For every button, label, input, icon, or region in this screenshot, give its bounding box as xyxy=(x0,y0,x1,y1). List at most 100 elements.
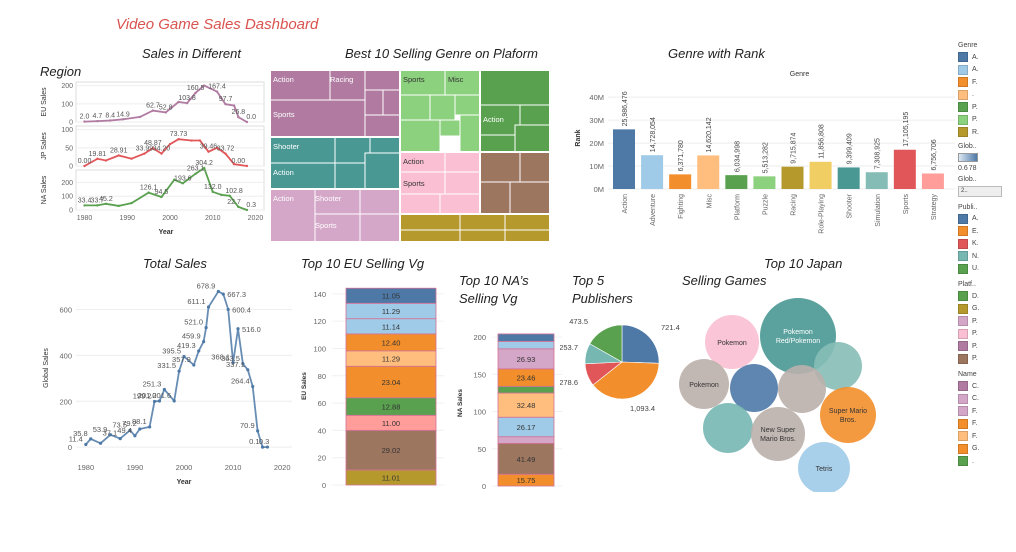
legend-item[interactable]: P. xyxy=(958,328,1016,341)
legend-item[interactable]: F. xyxy=(958,430,1016,443)
stacked-ytick-label: 40 xyxy=(318,426,326,435)
treemap-cell xyxy=(364,89,384,116)
bubble-label: Pokemon Red/Pokemon xyxy=(776,329,820,345)
eu-top10-stacked-bar[interactable]: 0 20 40 60 80 100 120 140 EU Sales 11.01 29.02 11.0… xyxy=(296,280,446,492)
legend-swatch xyxy=(958,226,968,237)
total-point xyxy=(221,292,225,296)
legend-swatch xyxy=(958,341,968,352)
legend-item-label: P. xyxy=(972,317,978,325)
legend-filter-select[interactable]: 2.. xyxy=(958,185,1002,197)
top-publishers-pie[interactable]: 721.4 1,093.4 278.6 253.7 473.5 xyxy=(560,310,684,416)
japan-top10-bubbles[interactable]: Pokemon Red/Pokemon Pokemon Pokemon Super Ma… xyxy=(674,292,884,492)
legend-item[interactable]: G. xyxy=(958,443,1016,456)
region-point xyxy=(202,166,206,170)
region-data-label: 52.8 xyxy=(159,104,173,111)
total-data-label: 11.4 xyxy=(69,435,83,444)
total-point xyxy=(108,433,112,437)
genre-rank-bar-chart[interactable]: Genre Rank 0M 10M 20M 30M 40M 25,986,476 Action 1… xyxy=(570,62,955,240)
treemap-cell xyxy=(509,181,550,215)
region-point xyxy=(138,115,142,119)
rank-bar xyxy=(669,174,692,189)
rank-value-label: 6,371,780 xyxy=(678,140,685,171)
legend-item[interactable]: R. xyxy=(958,126,1016,139)
region-data-label: 33.7 xyxy=(91,197,105,204)
legend-item[interactable]: E. xyxy=(958,225,1016,238)
rank-bar xyxy=(641,155,664,189)
legend-item-label: K. xyxy=(972,240,979,248)
treemap-cell xyxy=(359,188,401,215)
legend-item[interactable]: P. xyxy=(958,340,1016,353)
total-point xyxy=(256,429,260,433)
region-point xyxy=(220,193,223,197)
region-point xyxy=(160,195,163,199)
total-data-label: 459.9 xyxy=(182,332,201,341)
legend-item[interactable]: . xyxy=(958,89,1016,102)
rank-category-label: Puzzle xyxy=(762,194,769,215)
treemap-cell xyxy=(399,119,441,153)
pie-value-label: 253.7 xyxy=(560,343,578,352)
region-data-label: 4.7 xyxy=(92,113,102,120)
rank-value-label: 9,715,874 xyxy=(791,132,798,163)
stacked-ytick-label: 50 xyxy=(478,445,486,454)
legend-item[interactable]: G. xyxy=(958,303,1016,316)
region-point xyxy=(207,150,210,153)
region-xtick-label: 2000 xyxy=(162,215,178,222)
legend-item[interactable]: C. xyxy=(958,393,1016,406)
japan-title-line1: Top 10 Japan xyxy=(764,256,843,271)
region-data-label: 34.20 xyxy=(153,146,171,153)
total-point xyxy=(98,441,103,445)
treemap-cell xyxy=(504,213,550,231)
treemap-cell xyxy=(270,188,316,242)
na-top10-stacked-bar[interactable]: 0 50 100 150 200 NA Sales 15.75 41.49 26.17 32.48… xyxy=(452,314,562,494)
legend-item[interactable]: P. xyxy=(958,353,1016,366)
legend-item[interactable]: F. xyxy=(958,418,1016,431)
total-point xyxy=(172,399,176,403)
region-point xyxy=(160,152,163,155)
legend-item[interactable]: A. xyxy=(958,213,1016,226)
total-sales-line-chart[interactable]: 0 200 400 600 Global Sales 11.435.8 53.937.173… xyxy=(30,274,298,492)
treemap-label: Racing xyxy=(330,75,353,84)
legend-item[interactable]: F. xyxy=(958,76,1016,89)
region-point xyxy=(181,182,185,185)
legend-item[interactable]: P. xyxy=(958,114,1016,127)
legend-genre-title: Genre xyxy=(958,42,978,49)
legend-item[interactable]: . xyxy=(958,455,1016,468)
legend-item[interactable]: N. xyxy=(958,250,1016,263)
treemap-cell xyxy=(444,171,481,195)
legend-swatch xyxy=(958,77,968,88)
legend-platform-title: Platf.. xyxy=(958,281,976,288)
legend-item[interactable]: F. xyxy=(958,405,1016,418)
legend-item[interactable]: D. xyxy=(958,290,1016,303)
region-data-label: 8.4 xyxy=(105,112,115,119)
total-data-label: 0.3 xyxy=(259,437,269,446)
legend-item-label: P. xyxy=(972,330,978,338)
legend-item[interactable]: P. xyxy=(958,315,1016,328)
legend-item[interactable]: A. xyxy=(958,64,1016,77)
region-point xyxy=(194,91,197,95)
treemap-cell xyxy=(270,70,331,101)
rank-bar xyxy=(921,173,944,189)
treemap-cell xyxy=(459,229,506,242)
region-point xyxy=(104,159,108,162)
genre-platform-treemap[interactable]: Action Racing Sports Sports Misc Action Shoote… xyxy=(270,70,550,242)
rank-chart-subtitle: Genre xyxy=(790,71,810,78)
legend-item[interactable]: K. xyxy=(958,238,1016,251)
total-data-label: 337.1 xyxy=(226,360,245,369)
region-data-label: 160.5 xyxy=(187,85,205,92)
total-point xyxy=(89,437,93,441)
stacked-ytick-label: 150 xyxy=(473,370,486,379)
total-point xyxy=(231,361,235,365)
region-data-label: 0.0 xyxy=(246,114,256,121)
legend-select-row[interactable]: 2.. xyxy=(958,185,1016,198)
legend-item[interactable]: C. xyxy=(958,380,1016,393)
region-point xyxy=(151,109,155,112)
legend-item[interactable]: P. xyxy=(958,101,1016,114)
total-data-label: 201.0 xyxy=(138,391,157,400)
stacked-ytick-label: 80 xyxy=(318,372,326,381)
legend-item-label: F. xyxy=(972,78,978,86)
region-data-label: 2.0 xyxy=(80,114,90,121)
legend-item[interactable]: U. xyxy=(958,263,1016,276)
legend-item[interactable]: A. xyxy=(958,51,1016,64)
bubble-label: Super Mario Bros. xyxy=(829,408,867,424)
